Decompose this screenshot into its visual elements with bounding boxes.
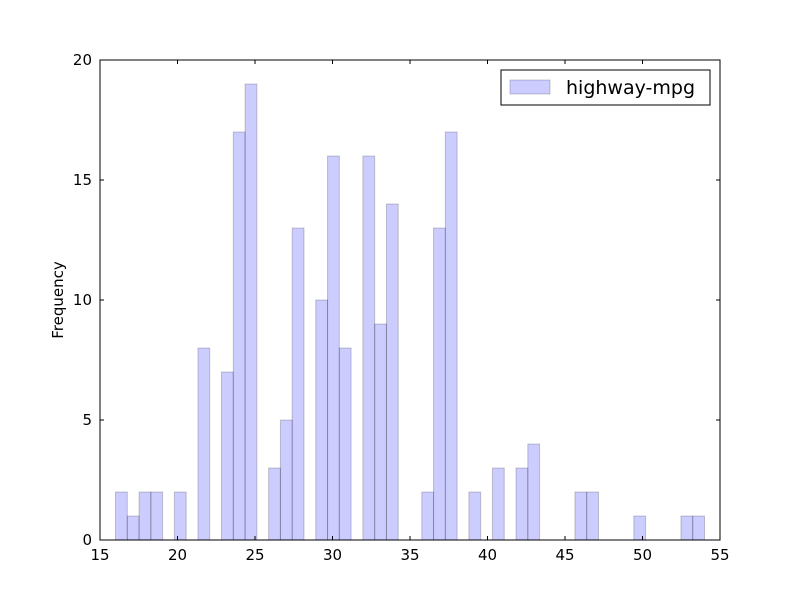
histogram-bar [433,227,446,541]
x-tick-label: 20 [168,546,187,564]
y-tick-label: 15 [73,171,92,189]
x-tick-label: 15 [90,546,109,564]
x-tick-label: 25 [245,546,264,564]
histogram-bar [279,419,293,541]
legend-label: highway-mpg [566,77,695,99]
histogram-bar [586,491,599,541]
legend-swatch [509,79,551,95]
histogram-bar [268,467,281,541]
histogram-bar [138,491,152,541]
histogram-bar [221,371,234,541]
x-tick-label: 55 [710,546,729,564]
histogram-bar [574,491,588,541]
histogram-bar [291,227,305,541]
plot-area [100,60,720,540]
x-tick-label: 35 [400,546,419,564]
histogram-bar [421,491,435,541]
x-tick-label: 30 [323,546,342,564]
y-tick-label: 0 [82,531,92,549]
legend-box [500,69,711,106]
histogram-bar [692,515,705,541]
histogram-bar [315,299,329,541]
histogram-bar [515,467,529,541]
x-tick-labels: 15 20 25 30 35 40 45 50 55 [90,546,729,564]
histogram-bar [444,131,458,541]
histogram-bar [362,155,376,541]
y-tick-label: 10 [73,291,92,309]
x-tick-label: 50 [633,546,652,564]
x-tick-label: 45 [555,546,574,564]
histogram-bar [173,491,187,541]
y-tick-labels: 0 5 10 15 20 [73,51,92,549]
histogram-bar [115,491,128,541]
histogram-bar [680,515,694,541]
y-tick-label: 20 [73,51,92,69]
histogram-bar [126,515,140,541]
legend: highway-mpg [500,69,711,106]
y-axis-label: Frequency [49,261,67,339]
x-tick-label: 40 [478,546,497,564]
histogram-bar [374,323,387,541]
histogram-bar [385,203,399,541]
histogram-bar [244,83,258,541]
histogram-bar [150,491,164,541]
histogram-bar [338,347,352,541]
histogram-bar [491,467,505,541]
plot-frame [99,59,721,541]
histogram-bar [232,131,246,541]
histogram-bar [468,491,482,541]
y-tick-label: 5 [82,411,92,429]
histogram-bar [527,443,541,541]
histogram-bar [197,347,211,541]
histogram-bar [327,155,340,541]
histogram-bar [633,515,647,541]
